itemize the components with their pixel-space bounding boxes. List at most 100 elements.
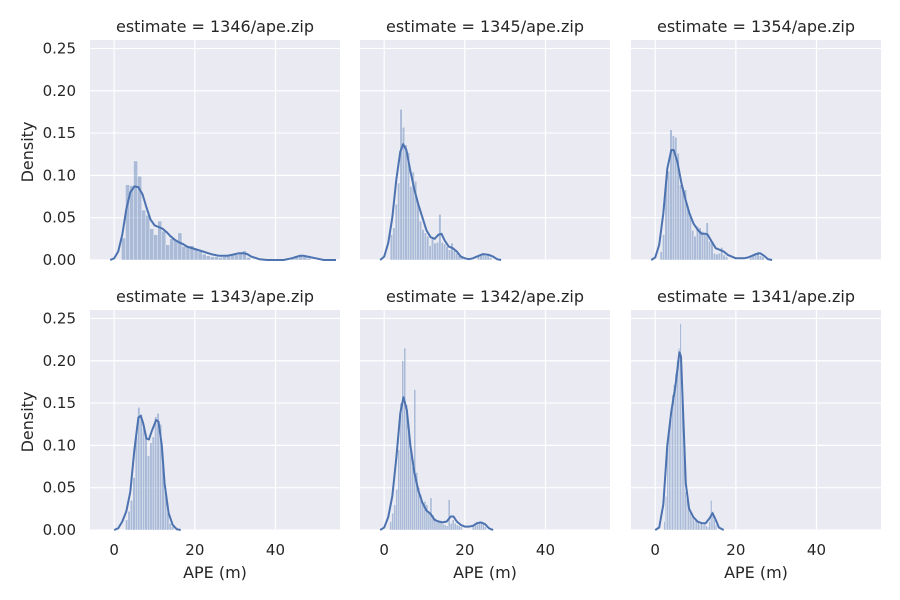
- histogram-bar: [673, 384, 676, 531]
- histogram-bar: [153, 234, 158, 261]
- x-axis-label-col-3: APE (m): [724, 563, 788, 582]
- histogram-bar: [447, 499, 451, 531]
- histogram-bar: [161, 231, 166, 261]
- histogram-bar: [413, 389, 416, 531]
- y-tick-label: 0.05: [43, 209, 76, 227]
- histogram-bar: [433, 242, 437, 261]
- histogram-bar: [218, 257, 223, 261]
- histogram-bar: [479, 255, 483, 261]
- histogram-bar: [489, 257, 493, 261]
- panel-title: estimate = 1343/ape.zip: [116, 287, 314, 306]
- histogram-bar: [659, 251, 663, 261]
- histogram-bar: [454, 523, 457, 531]
- histogram-bar: [409, 186, 413, 261]
- x-axis-label-col-1: APE (m): [183, 563, 247, 582]
- histogram-bar: [456, 524, 459, 531]
- histogram-bar: [130, 500, 133, 531]
- histogram-bar: [428, 245, 432, 261]
- histogram-bar: [149, 228, 154, 261]
- histogram-bar: [222, 256, 227, 261]
- histogram-bar: [715, 253, 719, 261]
- histogram-bar: [761, 256, 765, 261]
- histogram-bar: [678, 347, 680, 531]
- histogram-bar: [395, 489, 398, 531]
- histogram-bar: [688, 213, 692, 261]
- histogram-bar: [437, 521, 441, 531]
- x-tick-label: 0: [650, 541, 660, 559]
- y-tick-label: 0.10: [43, 436, 76, 454]
- histogram-bar: [445, 525, 449, 531]
- y-tick-label: 0.05: [43, 479, 76, 497]
- y-tick-label: 0.00: [43, 251, 76, 269]
- histogram-bar: [681, 187, 685, 261]
- facet-panel: estimate = 1354/ape.zip: [631, 17, 881, 261]
- histogram-bar: [210, 256, 215, 261]
- histogram-bar: [133, 160, 138, 261]
- histogram-bar: [141, 209, 146, 261]
- panel-title: estimate = 1346/ape.zip: [116, 17, 314, 36]
- histogram-bar: [397, 449, 400, 531]
- y-tick-label: 0.25: [43, 39, 76, 57]
- panel-title: estimate = 1354/ape.zip: [657, 17, 855, 36]
- x-tick-label: 40: [536, 541, 555, 559]
- histogram-bar: [416, 202, 420, 261]
- histogram-bar: [663, 521, 666, 531]
- histogram-bar: [411, 466, 414, 531]
- histogram-bar: [708, 521, 711, 531]
- histogram-bar: [151, 436, 155, 531]
- histogram-bar: [149, 442, 153, 531]
- histogram-bar: [306, 258, 312, 261]
- histogram-bar: [419, 220, 422, 261]
- histogram-bar: [443, 524, 447, 531]
- histogram-bar: [667, 171, 670, 261]
- histogram-bar: [725, 256, 728, 261]
- y-axis-label-row-1: Density: [18, 122, 37, 183]
- histogram-bar: [484, 526, 487, 531]
- histogram-bar: [439, 522, 443, 531]
- histogram-bar: [389, 521, 392, 531]
- histogram-bar: [720, 247, 724, 261]
- histogram-bar: [703, 234, 707, 261]
- y-tick-label: 0.15: [43, 124, 76, 142]
- histogram-bar: [703, 523, 706, 531]
- histogram-bar: [668, 431, 671, 531]
- x-axis-label-col-2: APE (m): [453, 563, 517, 582]
- histogram-bar: [391, 512, 394, 531]
- histogram-bar: [393, 504, 396, 531]
- histogram-bar: [421, 504, 425, 531]
- histogram-bar: [452, 250, 456, 261]
- y-tick-label: 0.20: [43, 352, 76, 370]
- histogram-bar: [455, 253, 459, 261]
- histogram-bar: [759, 255, 762, 261]
- histogram-bar: [676, 360, 679, 531]
- histogram-bar: [708, 241, 711, 261]
- y-tick-label: 0.15: [43, 394, 76, 412]
- histogram-bar: [693, 236, 697, 261]
- histogram-bar: [431, 238, 434, 261]
- histogram-bar: [397, 182, 401, 261]
- histogram-bar: [671, 394, 674, 531]
- histogram-bar: [242, 250, 247, 261]
- y-axis-label-row-2: Density: [18, 392, 37, 453]
- y-tick-label: 0.00: [43, 521, 76, 539]
- histogram-bar: [165, 244, 170, 261]
- histogram-bar: [234, 254, 239, 261]
- panel-title: estimate = 1345/ape.zip: [386, 17, 584, 36]
- histogram-bar: [409, 449, 412, 531]
- x-tick-label: 20: [185, 541, 204, 559]
- x-tick-label: 40: [807, 541, 826, 559]
- histogram-bar: [679, 184, 682, 261]
- y-tick-label: 0.25: [43, 309, 76, 327]
- facet-panel: estimate = 1343/ape.zip 0.00 0.05 0.10 0.15 0…: [43, 287, 340, 559]
- histogram-bar: [717, 253, 721, 261]
- histogram-bar: [691, 230, 695, 261]
- x-tick-label: 20: [455, 541, 474, 559]
- panel-title: estimate = 1342/ape.zip: [386, 287, 584, 306]
- histogram-bar: [173, 239, 179, 261]
- histogram-bar: [451, 519, 455, 531]
- histogram-bar: [445, 246, 449, 261]
- kde-line: [379, 396, 494, 531]
- histogram-bar: [436, 242, 439, 261]
- histogram-bar: [392, 227, 396, 261]
